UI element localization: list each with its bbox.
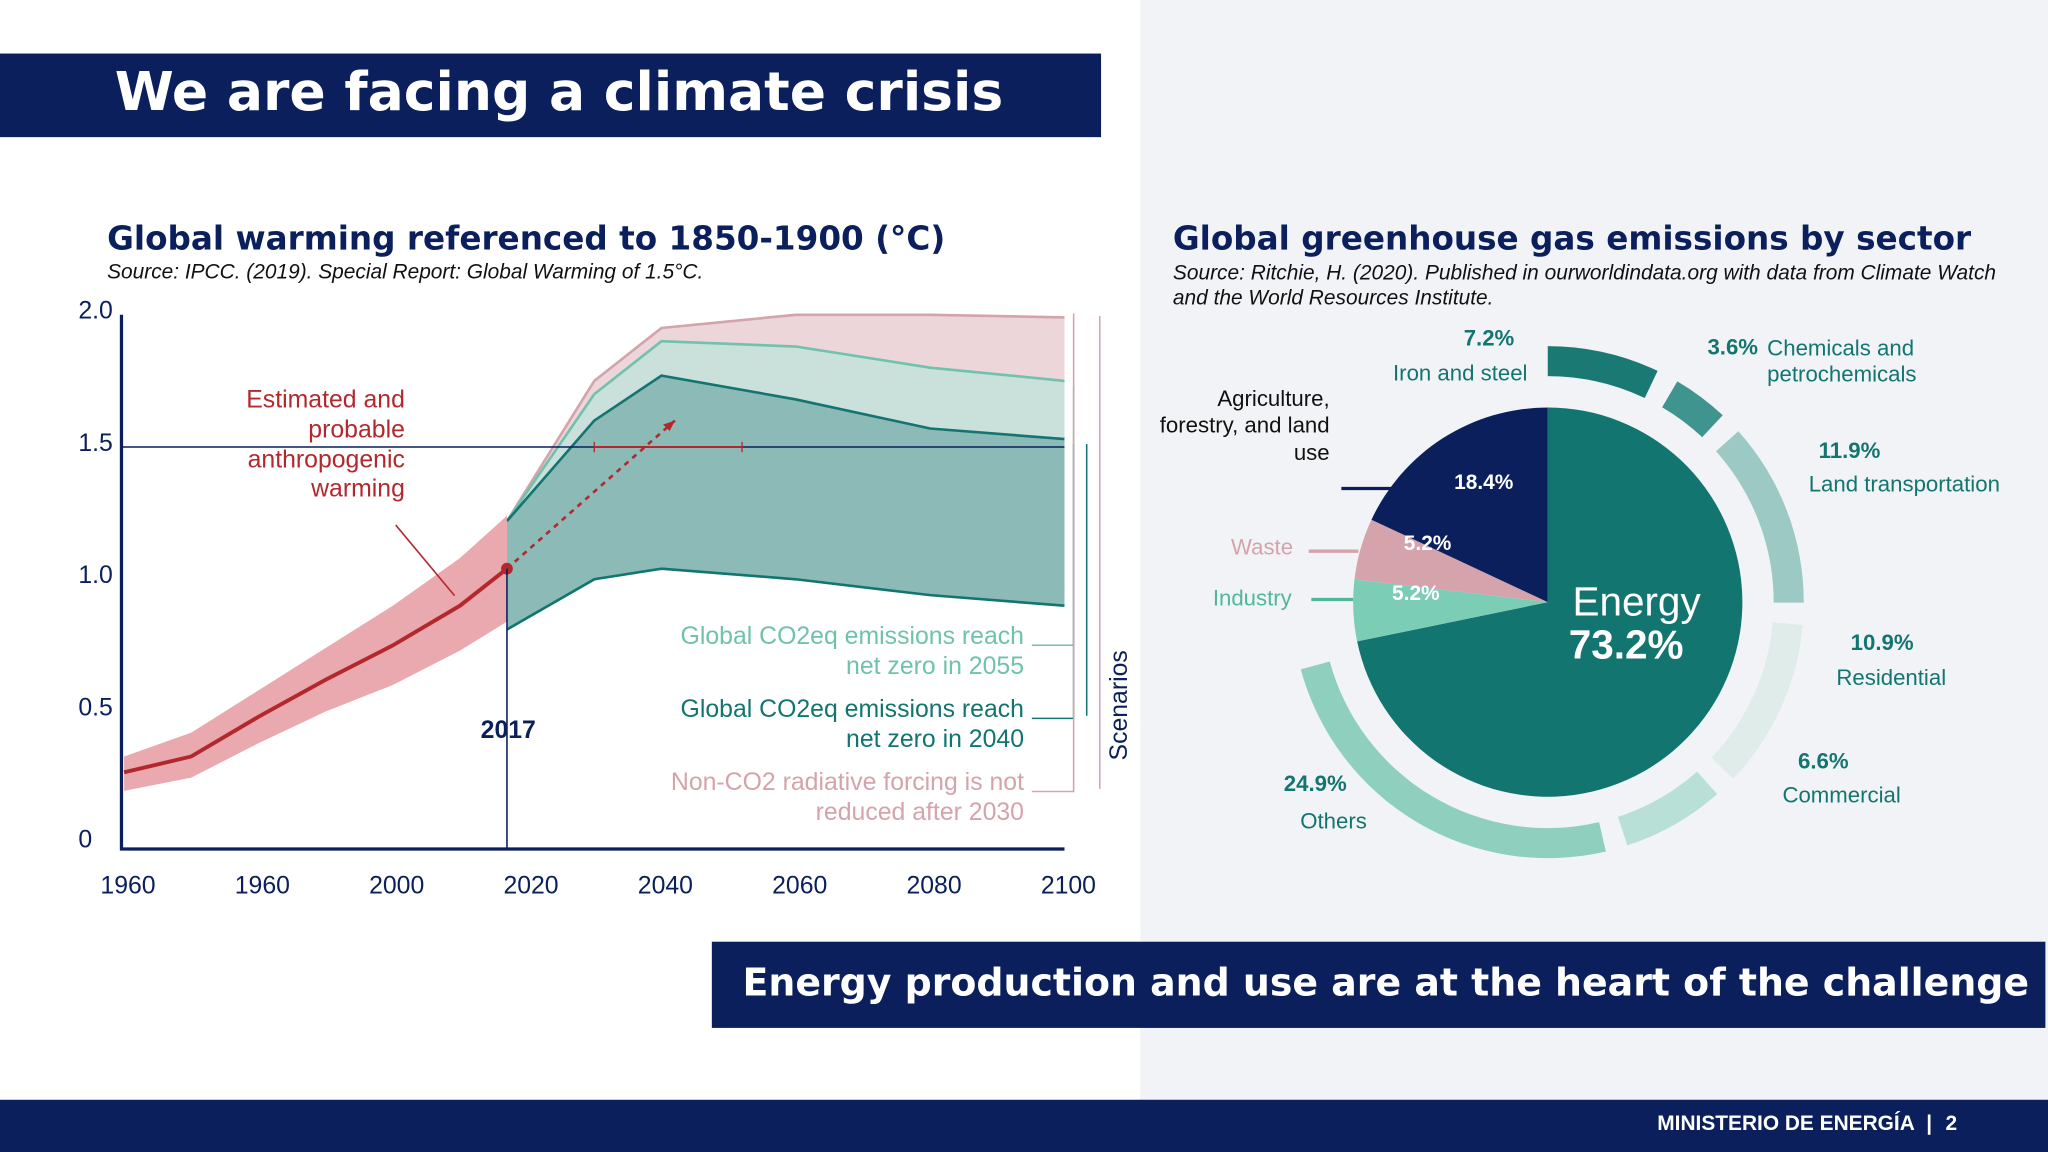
line [123, 567, 509, 775]
pie-slice [1357, 407, 1743, 797]
y-tick-label: 0.5 [78, 694, 112, 721]
y-tick-label: 1.5 [78, 430, 112, 457]
ring-value-label: 10.9% [1851, 630, 1914, 655]
category-label: Agriculture, forestry, and land use [1159, 386, 1330, 465]
band-edge [506, 567, 1065, 631]
x-tick-label: 2040 [638, 872, 693, 899]
ring-segment [1618, 771, 1718, 846]
x-tick-label: 2060 [772, 872, 827, 899]
ring-category-label: Residential [1836, 665, 1946, 690]
banner-bar [711, 941, 2046, 1028]
x-tick-label: 2080 [906, 872, 961, 899]
x-tick-label: 1960 [235, 872, 290, 899]
pie-slice [1353, 579, 1548, 642]
ring-value-label: 3.6% [1707, 335, 1758, 360]
scenario-label-box: Global CO2eq emissions reach net zero in… [680, 696, 1024, 754]
category-label: Waste [1231, 534, 1293, 559]
category-label-box: Agriculture, forestry, and land use [1159, 386, 1330, 465]
footer-bar [0, 1099, 2048, 1152]
ring-value-label: 6.6% [1798, 749, 1849, 774]
band-fill [124, 515, 507, 791]
banner-text: Energy production and use are at the hea… [743, 960, 2030, 1004]
scenario-label-box: Non-CO2 radiative forcing is not reduced… [670, 769, 1024, 827]
category-label: Industry [1213, 585, 1293, 610]
chart-subtitle: Source: IPCC. (2019). Special Report: Gl… [107, 260, 703, 283]
scenario-label: Global CO2eq emissions reach net zero in… [680, 623, 1024, 681]
arrow-head [663, 420, 675, 432]
chart-title: Global warming referenced to 1850-1900 (… [107, 219, 945, 257]
series-annotation-box: Estimated and probable anthropogenic war… [246, 386, 405, 504]
x-tick-label: 1960 [100, 872, 155, 899]
ring-segment [1662, 381, 1723, 438]
scenario-label-box: Global CO2eq emissions reach net zero in… [680, 623, 1024, 681]
y-tick-label: 1.0 [78, 562, 112, 589]
value-label: 18.4% [1454, 471, 1514, 494]
value-label: 5.2% [1404, 532, 1452, 555]
category-label: Energy [1572, 578, 1701, 624]
band-edge [505, 313, 1065, 522]
slide-title: We are facing a climate crisis [115, 60, 1004, 123]
marker-label: 2017 [481, 717, 536, 744]
footer-org: MINISTERIO DE ENERGÍA [1657, 1112, 1914, 1135]
ring-segment [1711, 622, 1803, 779]
scenario-label: Non-CO2 radiative forcing is not reduced… [670, 769, 1024, 827]
ring-segment [1300, 661, 1606, 859]
pie-slice [1371, 407, 1548, 603]
chart-subtitle: Source: Ritchie, H. (2020). Published in… [1172, 262, 1997, 310]
band-edge [505, 339, 1065, 522]
value-label: 73.2% [1569, 622, 1684, 668]
chart-subtitle-box: Source: Ritchie, H. (2020). Published in… [1172, 262, 1997, 310]
side-label: Scenarios [1106, 650, 1133, 760]
x-tick-label: 2020 [503, 872, 558, 899]
value-label: 5.2% [1392, 582, 1440, 605]
band-edge [505, 374, 1065, 522]
band-fill [506, 375, 1065, 630]
x-tick-label: 2000 [369, 872, 424, 899]
y-tick-label: 0 [78, 827, 92, 854]
ring-value-label: 24.9% [1284, 771, 1347, 796]
y-tick-label: 2.0 [78, 298, 112, 325]
ring-category-label: Others [1300, 809, 1367, 834]
ring-category-label: Land transportation [1809, 472, 2000, 497]
scenario-label: Global CO2eq emissions reach net zero in… [680, 696, 1024, 754]
x-tick-label: 2100 [1041, 872, 1096, 899]
ring-category-label: Commercial [1782, 783, 1900, 808]
ring-segment [1715, 431, 1804, 603]
footer-page: 2 [1946, 1112, 1958, 1135]
pie-slice [1354, 519, 1548, 603]
ring-segment [1547, 346, 1658, 399]
ring-category-label: Chemicals and petrochemicals [1767, 335, 1917, 388]
ring-value-label: 7.2% [1464, 325, 1515, 350]
end-point [501, 562, 513, 575]
ring-value-label: 11.9% [1819, 438, 1881, 463]
chart-title: Global greenhouse gas emissions by secto… [1173, 219, 1971, 257]
footer-separator: | [1926, 1112, 1932, 1135]
series-annotation: Estimated and probable anthropogenic war… [246, 386, 405, 504]
ring-category-label-box: Chemicals and petrochemicals [1767, 335, 1917, 388]
ring-category-label: Iron and steel [1393, 361, 1527, 386]
title-bar [0, 53, 1102, 138]
annotation-leader [395, 524, 456, 597]
scenario-connector [1031, 313, 1075, 793]
